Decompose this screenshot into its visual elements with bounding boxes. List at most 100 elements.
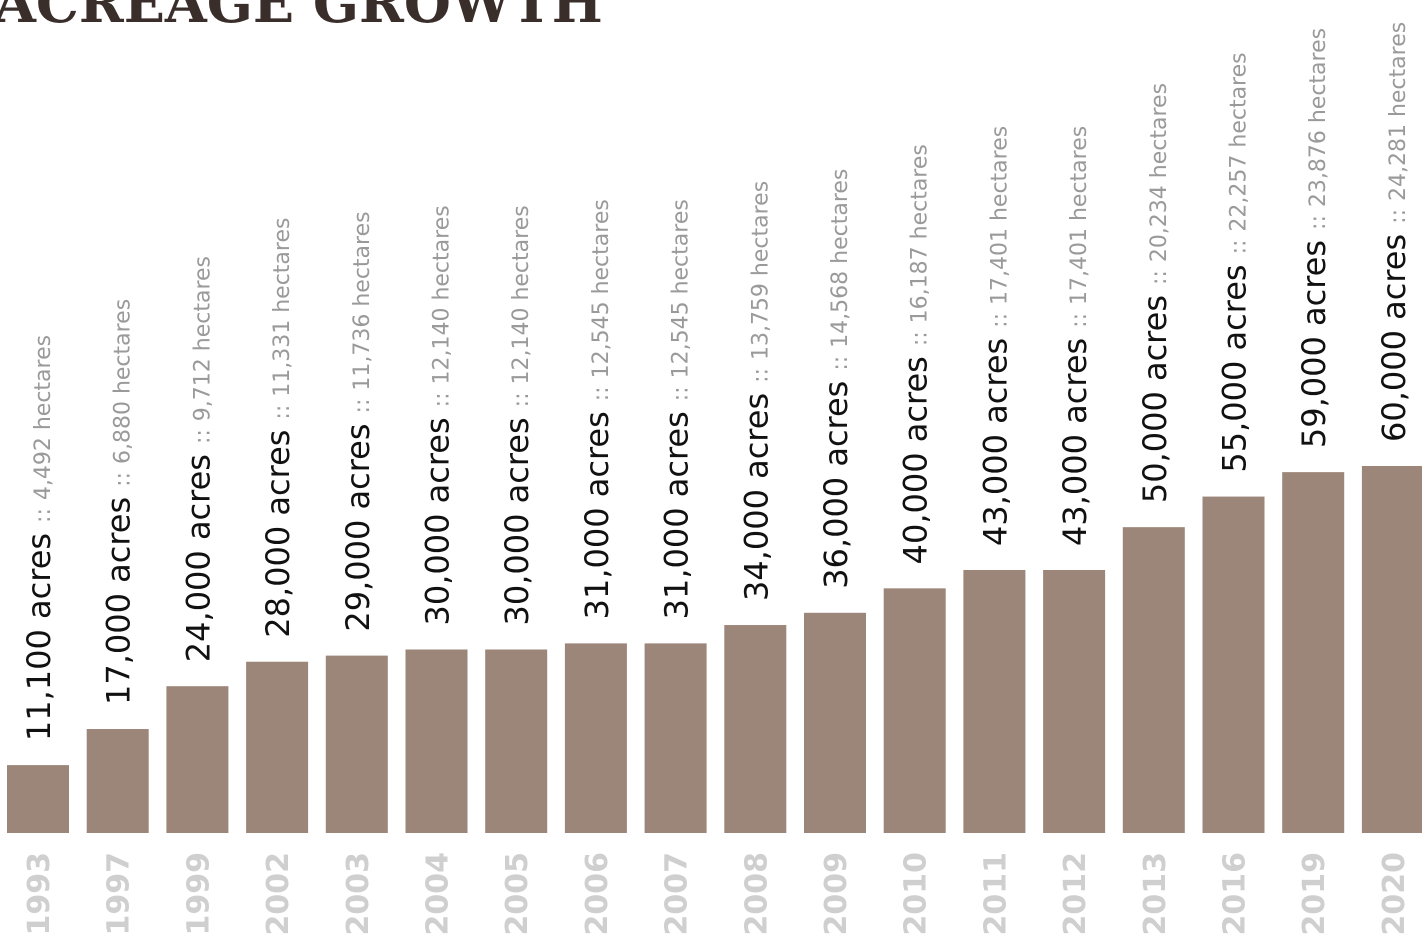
acres-label: 28,000 acres bbox=[259, 430, 297, 638]
x-tick-label: 2012 bbox=[1058, 852, 1093, 936]
bar-label: 40,000 acres::16,187 hectares bbox=[897, 144, 935, 564]
bar-label: 28,000 acres::11,331 hectares bbox=[259, 218, 297, 638]
separator: :: bbox=[31, 508, 56, 523]
bar-label: 11,100 acres::4,492 hectares bbox=[20, 335, 58, 741]
x-tick-label: 2019 bbox=[1297, 852, 1332, 936]
separator: :: bbox=[1227, 240, 1252, 255]
acres-label: 30,000 acres bbox=[419, 417, 457, 625]
hectares-label: 12,545 hectares bbox=[669, 199, 694, 378]
bar-label: 29,000 acres::11,736 hectares bbox=[339, 211, 377, 631]
x-tick-label: 2005 bbox=[500, 852, 535, 936]
acres-label: 31,000 acres bbox=[658, 411, 696, 619]
acres-label: 55,000 acres bbox=[1216, 264, 1254, 472]
separator: :: bbox=[1067, 313, 1092, 328]
hectares-label: 9,712 hectares bbox=[190, 256, 215, 421]
bar-label: 30,000 acres::12,140 hectares bbox=[419, 205, 457, 625]
x-tick-label: 2016 bbox=[1218, 852, 1253, 936]
hectares-label: 6,880 hectares bbox=[111, 299, 136, 464]
bar-label: 24,000 acres::9,712 hectares bbox=[179, 256, 217, 662]
separator: :: bbox=[908, 331, 933, 346]
bar-label: 59,000 acres::23,876 hectares bbox=[1295, 28, 1333, 448]
acres-label: 34,000 acres bbox=[737, 393, 775, 601]
hectares-label: 13,759 hectares bbox=[748, 181, 773, 360]
x-tick-label: 2003 bbox=[341, 852, 376, 936]
hectares-label: 14,568 hectares bbox=[828, 169, 853, 348]
acres-label: 30,000 acres bbox=[498, 417, 536, 625]
x-tick-label: 2020 bbox=[1377, 852, 1412, 936]
acres-label: 43,000 acres bbox=[1056, 338, 1094, 546]
bar bbox=[405, 649, 468, 833]
bar bbox=[724, 625, 787, 833]
separator: :: bbox=[1306, 215, 1331, 230]
bar-label: 30,000 acres::12,140 hectares bbox=[498, 205, 536, 625]
separator: :: bbox=[589, 386, 614, 401]
x-tick-label: 2008 bbox=[739, 852, 774, 936]
bar bbox=[7, 765, 69, 833]
acres-label: 50,000 acres bbox=[1136, 295, 1174, 503]
x-tick-label: 1997 bbox=[102, 852, 137, 936]
bar bbox=[1122, 527, 1185, 833]
separator: :: bbox=[430, 393, 455, 408]
hectares-label: 12,140 hectares bbox=[509, 205, 534, 384]
bar bbox=[564, 643, 627, 833]
bar-label: 50,000 acres::20,234 hectares bbox=[1136, 83, 1174, 503]
bar-label: 43,000 acres::17,401 hectares bbox=[976, 126, 1014, 546]
x-tick-label: 2011 bbox=[978, 852, 1013, 936]
separator: :: bbox=[350, 399, 375, 414]
hectares-label: 17,401 hectares bbox=[1067, 126, 1092, 305]
x-tick-label: 2009 bbox=[819, 852, 854, 936]
acres-label: 36,000 acres bbox=[817, 381, 855, 589]
bar-label: 36,000 acres::14,568 hectares bbox=[817, 169, 855, 589]
bar bbox=[485, 649, 548, 833]
bar bbox=[246, 661, 309, 833]
bar bbox=[804, 612, 866, 833]
hectares-label: 24,281 hectares bbox=[1386, 22, 1411, 201]
bar bbox=[1202, 496, 1265, 833]
separator: :: bbox=[509, 393, 534, 408]
x-tick-label: 2010 bbox=[899, 852, 934, 936]
acres-label: 59,000 acres bbox=[1295, 240, 1333, 448]
acres-label: 43,000 acres bbox=[976, 338, 1014, 546]
bar bbox=[1361, 466, 1422, 833]
x-tick-label: 2002 bbox=[261, 852, 296, 936]
separator: :: bbox=[1386, 209, 1411, 224]
x-tick-label: 2013 bbox=[1138, 852, 1173, 936]
separator: :: bbox=[190, 429, 215, 444]
bar bbox=[166, 686, 229, 833]
x-tick-label: 1993 bbox=[22, 852, 57, 936]
hectares-label: 16,187 hectares bbox=[908, 144, 933, 323]
acres-label: 60,000 acres bbox=[1375, 234, 1413, 442]
separator: :: bbox=[111, 472, 136, 487]
bar bbox=[1282, 472, 1345, 833]
hectares-label: 22,257 hectares bbox=[1227, 52, 1252, 231]
hectares-label: 20,234 hectares bbox=[1147, 83, 1172, 262]
x-tick-label: 1999 bbox=[181, 852, 216, 936]
bar bbox=[963, 569, 1026, 833]
chart-title: ACREAGE GROWTH bbox=[0, 0, 603, 35]
separator: :: bbox=[748, 368, 773, 383]
x-tick-label: 2004 bbox=[421, 852, 456, 936]
separator: :: bbox=[987, 313, 1012, 328]
hectares-label: 12,545 hectares bbox=[589, 199, 614, 378]
bar-label: 31,000 acres::12,545 hectares bbox=[578, 199, 616, 619]
separator: :: bbox=[1147, 270, 1172, 285]
bar-label: 55,000 acres::22,257 hectares bbox=[1216, 52, 1254, 472]
hectares-label: 11,331 hectares bbox=[270, 218, 295, 397]
hectares-label: 12,140 hectares bbox=[430, 205, 455, 384]
hectares-label: 11,736 hectares bbox=[350, 211, 375, 390]
bar bbox=[644, 643, 707, 833]
acres-label: 31,000 acres bbox=[578, 411, 616, 619]
acres-label: 24,000 acres bbox=[179, 454, 217, 662]
bar-label: 60,000 acres::24,281 hectares bbox=[1375, 22, 1413, 442]
bar bbox=[1043, 569, 1106, 833]
separator: :: bbox=[270, 405, 295, 420]
bar-label: 17,000 acres::6,880 hectares bbox=[100, 299, 138, 705]
x-tick-label: 2006 bbox=[580, 852, 615, 936]
bar-label: 43,000 acres::17,401 hectares bbox=[1056, 126, 1094, 546]
bar-label: 31,000 acres::12,545 hectares bbox=[658, 199, 696, 619]
acres-label: 29,000 acres bbox=[339, 423, 377, 631]
acres-label: 17,000 acres bbox=[100, 497, 138, 705]
bar-label: 34,000 acres::13,759 hectares bbox=[737, 181, 775, 601]
separator: :: bbox=[669, 386, 694, 401]
